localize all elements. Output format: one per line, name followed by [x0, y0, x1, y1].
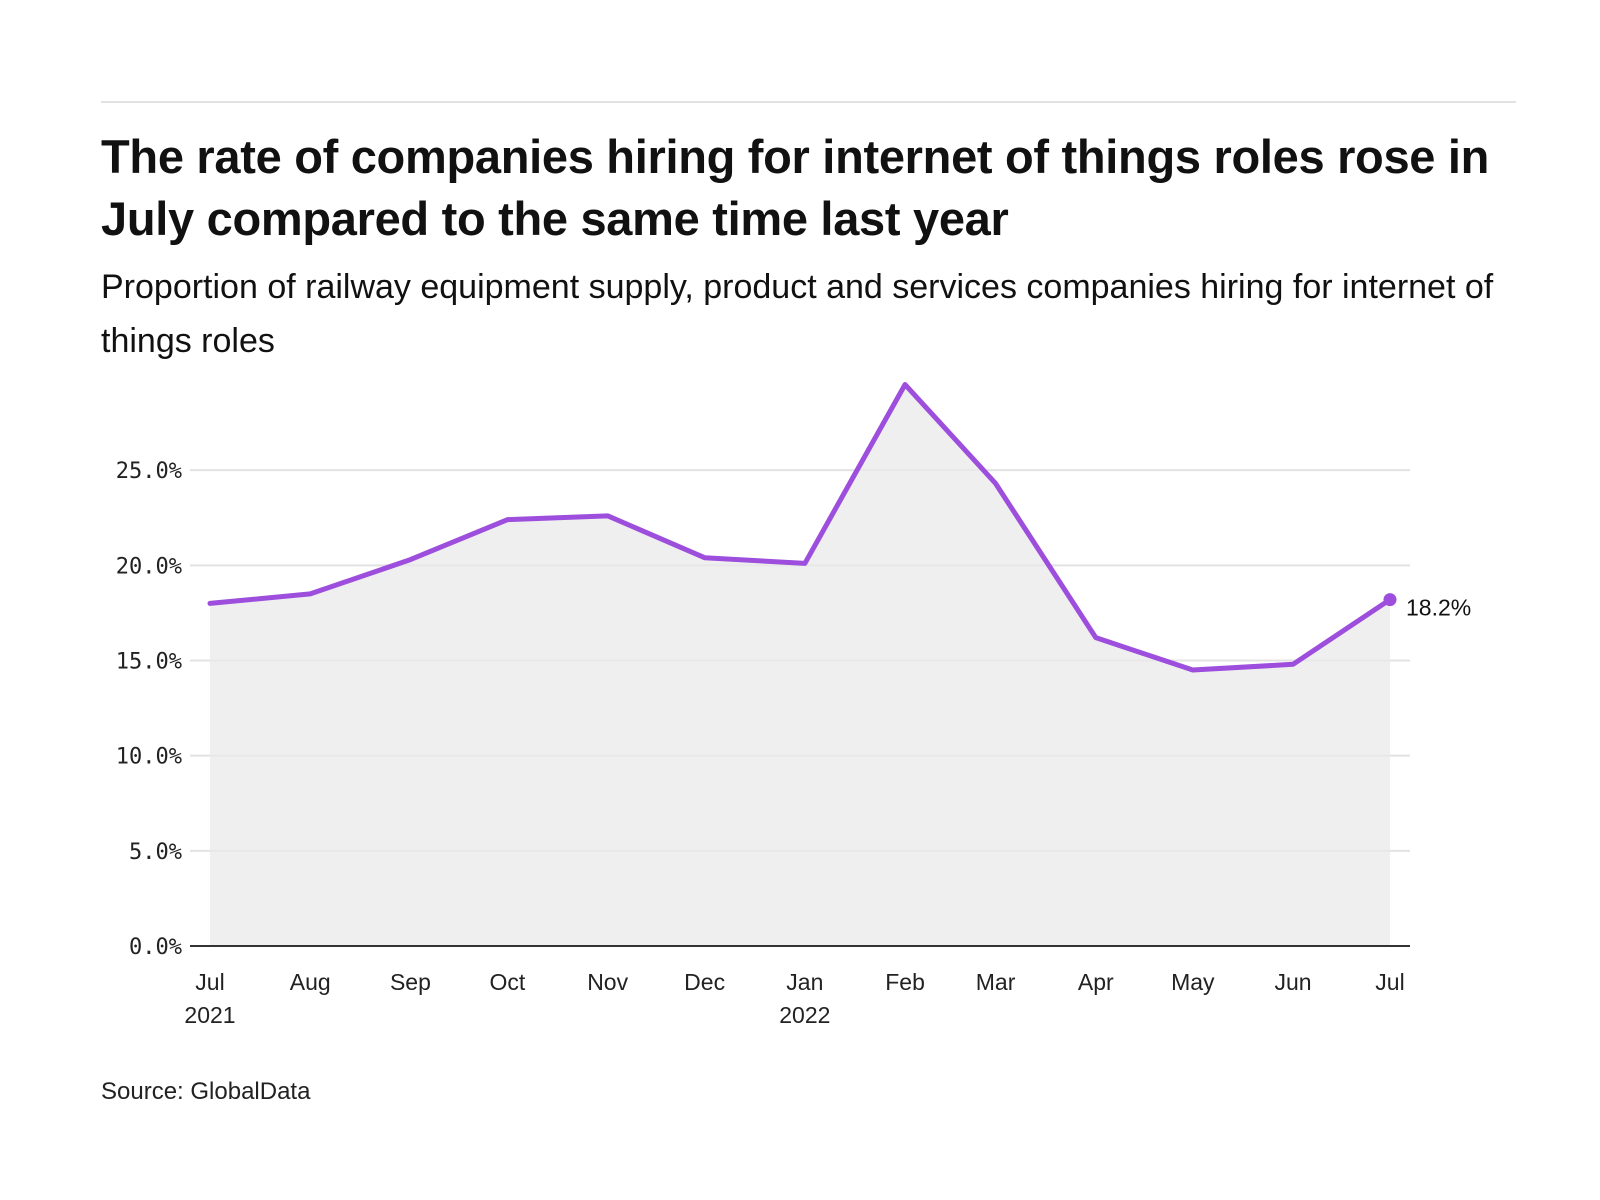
x-tick-label: Feb	[885, 969, 925, 995]
x-tick-label: Jun	[1274, 969, 1311, 995]
data-label: 18.2%	[1406, 595, 1471, 621]
x-axis-ticks: Jul 2021 Aug Sep Oct Nov Dec Jan 2022 Feb Mar Apr Ma…	[184, 969, 1404, 1028]
x-tick-year-label: 2021	[184, 1002, 235, 1028]
x-tick-label: Apr	[1078, 969, 1114, 995]
x-tick-label: Sep	[390, 969, 431, 995]
y-tick-label: 25.0%	[116, 459, 182, 484]
x-tick-label: Aug	[290, 969, 331, 995]
chart-title: The rate of companies hiring for interne…	[101, 130, 1490, 245]
x-tick-label: May	[1171, 969, 1215, 995]
x-tick-label: Jan	[786, 969, 823, 995]
y-tick-label: 15.0%	[116, 650, 182, 675]
series-line	[207, 382, 1393, 673]
y-tick-label: 0.0%	[129, 935, 182, 960]
line-layer: 18.2%	[207, 382, 1471, 673]
x-tick-label: Jul	[1375, 969, 1404, 995]
source-note: Source: GlobalData	[101, 1078, 311, 1105]
x-tick-label: Dec	[684, 969, 725, 995]
area-layer	[190, 384, 1410, 947]
chart-subtitle: Proportion of railway equipment supply, …	[101, 268, 1494, 360]
x-tick-label: Mar	[976, 969, 1016, 995]
x-tick-label: Nov	[587, 969, 628, 995]
last-data-point	[1383, 593, 1397, 607]
x-tick-label: Oct	[490, 969, 526, 995]
y-tick-label: 5.0%	[129, 840, 182, 865]
x-tick-year-label: 2022	[779, 1002, 830, 1028]
top-rule	[101, 101, 1516, 103]
y-axis-ticks: 0.0% 5.0% 10.0% 15.0% 20.0% 25.0%	[116, 459, 182, 960]
y-tick-label: 10.0%	[116, 745, 182, 770]
y-tick-label: 20.0%	[116, 554, 182, 579]
x-tick-label: Jul	[195, 969, 224, 995]
area-fill	[210, 384, 1390, 946]
